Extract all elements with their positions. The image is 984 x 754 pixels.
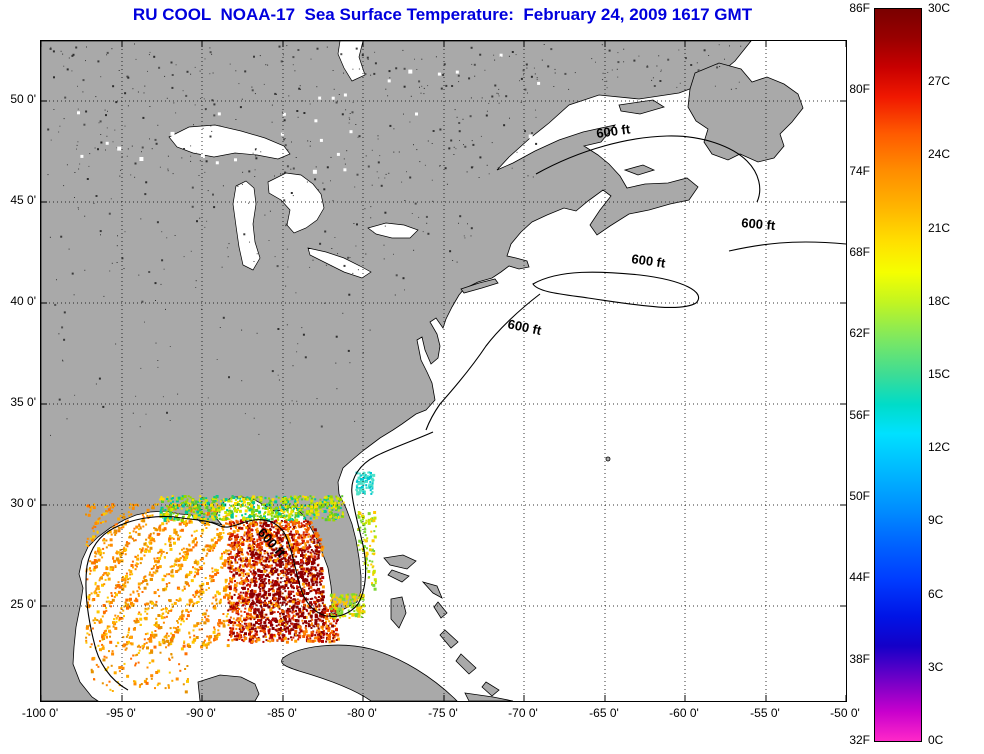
y-axis-tick-label: 50 0'	[10, 92, 36, 106]
depth-contour-label: 600 ft	[506, 316, 543, 338]
colorbar-celsius-label: 21C	[928, 220, 951, 235]
x-axis-tick-label: -85 0'	[267, 706, 297, 720]
x-axis-tick-label: -90 0'	[186, 706, 216, 720]
y-axis-tick-label: 25 0'	[10, 597, 36, 611]
x-axis-tick-label: -55 0'	[750, 706, 780, 720]
y-axis-tick-label: 30 0'	[10, 496, 36, 510]
colorbar-fahrenheit-label: 56F	[849, 407, 870, 422]
depth-contour-label: 600 ft	[631, 251, 667, 271]
colorbar-celsius-label: 0C	[928, 733, 944, 747]
colorbar-fahrenheit-label: 68F	[849, 245, 870, 259]
small-lakes-specks	[47, 43, 742, 436]
east-cuba-landmass	[464, 692, 514, 701]
y-axis-tick-label: 40 0'	[10, 294, 36, 308]
colorbar-celsius-label: 12C	[928, 440, 951, 455]
bathymetry-contours	[85, 135, 846, 691]
x-axis-tick-label: -95 0'	[106, 706, 136, 720]
x-axis-tick-label: -60 0'	[669, 706, 699, 720]
colorbar-celsius-label: 18C	[928, 293, 951, 308]
bahamas-islands	[383, 554, 500, 697]
james-bay	[337, 41, 366, 82]
colorbar-fahrenheit-label: 62F	[849, 326, 870, 341]
colorbar-celsius-label: 24C	[928, 147, 951, 162]
depth-contour-label: 600 ft	[595, 121, 631, 141]
grid-layer	[41, 41, 846, 701]
bermuda-island	[605, 456, 611, 462]
shelf-contour-grand-banks	[728, 241, 846, 252]
shelf-contour-gulf-stlawrence	[535, 135, 761, 203]
lakes-layer	[168, 41, 419, 279]
cuba-island	[281, 644, 458, 701]
long-island	[460, 278, 499, 294]
figure-title: RU COOL NOAA-17 Sea Surface Temperature:…	[132, 5, 753, 24]
x-axis-tick-label: -100 0'	[21, 706, 59, 720]
y-axis-tick-label: 35 0'	[10, 395, 36, 409]
sst-data-layer	[85, 471, 377, 694]
colorbar-celsius-label: 6C	[928, 586, 944, 601]
x-axis-tick-label: -80 0'	[347, 706, 377, 720]
colorbar-fahrenheit-label: 44F	[849, 570, 870, 585]
colorbar-celsius-label: 9C	[928, 513, 944, 528]
colorbar-celsius-label: 27C	[928, 74, 951, 89]
colorbar-celsius-label: 3C	[928, 659, 944, 674]
colorbar-fahrenheit-label: 32F	[849, 733, 870, 747]
continent-landmass	[41, 41, 752, 701]
lake-erie	[307, 247, 372, 279]
x-axis-tick-label: -70 0'	[508, 706, 538, 720]
yucatan-peninsula	[197, 674, 260, 701]
x-axis-tick-label: -50 0'	[830, 706, 860, 720]
x-axis-tick-label: -65 0'	[589, 706, 619, 720]
shelf-contour-georges-bank	[532, 271, 699, 308]
colorbar-fahrenheit-label: 50F	[849, 489, 870, 503]
shelf-contour-southeast	[327, 431, 434, 618]
x-axis-tick-label: -75 0'	[428, 706, 458, 720]
y-axis-tick-label: 45 0'	[10, 193, 36, 207]
colorbar-fahrenheit-label: 38F	[849, 651, 870, 666]
shelf-contour-midatlantic	[425, 293, 541, 431]
colorbar-celsius-label: 15C	[928, 367, 951, 381]
anticosti-island	[618, 99, 665, 115]
newfoundland-island	[687, 62, 804, 163]
shelf-contour-gulf-of-mexico	[85, 515, 327, 691]
prince-edward-island	[623, 164, 656, 176]
lake-michigan	[232, 180, 261, 271]
colorbar-fahrenheit-label: 74F	[849, 163, 870, 178]
map-plot-area: 600 ft 600 ft 600 ft 600 ft 600 ft	[40, 40, 847, 702]
colorbar-gradient	[875, 9, 921, 741]
colorbar	[874, 8, 922, 742]
land-layer	[41, 41, 804, 701]
colorbar-fahrenheit-label: 80F	[849, 82, 870, 97]
lake-ontario	[367, 222, 419, 239]
colorbar-fahrenheit-label: 86F	[849, 1, 870, 15]
depth-contour-label: 600 ft	[741, 215, 777, 233]
colorbar-celsius-label: 30C	[928, 1, 951, 15]
